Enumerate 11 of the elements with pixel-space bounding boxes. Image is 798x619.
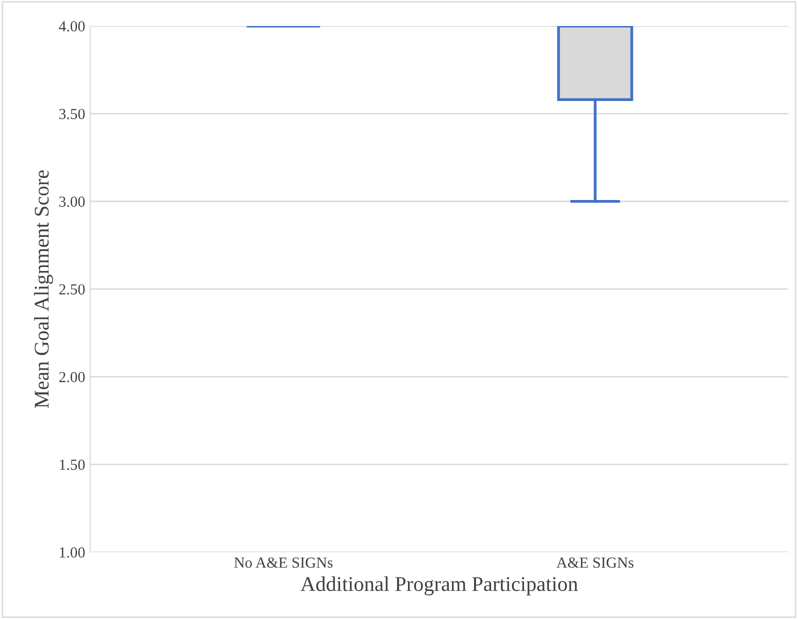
y-tick-label: 3.50 — [59, 108, 85, 120]
x-axis-title: Additional Program Participation — [300, 576, 578, 596]
y-tick-label: 1.00 — [60, 547, 85, 558]
y-tick-label: 2.50 — [59, 284, 85, 295]
y-tick-label: 2.00 — [59, 372, 85, 382]
y-tick-label: 3.00 — [59, 196, 85, 207]
x-tick-label: A&E SIGNs — [556, 557, 634, 568]
x-tick-label: No A&E SIGNs — [234, 557, 333, 568]
y-axis-title: Mean Goal Alignment Score — [34, 170, 54, 408]
y-tick-label: 1.50 — [60, 460, 85, 470]
y-tick-label: 4.00 — [58, 21, 85, 32]
